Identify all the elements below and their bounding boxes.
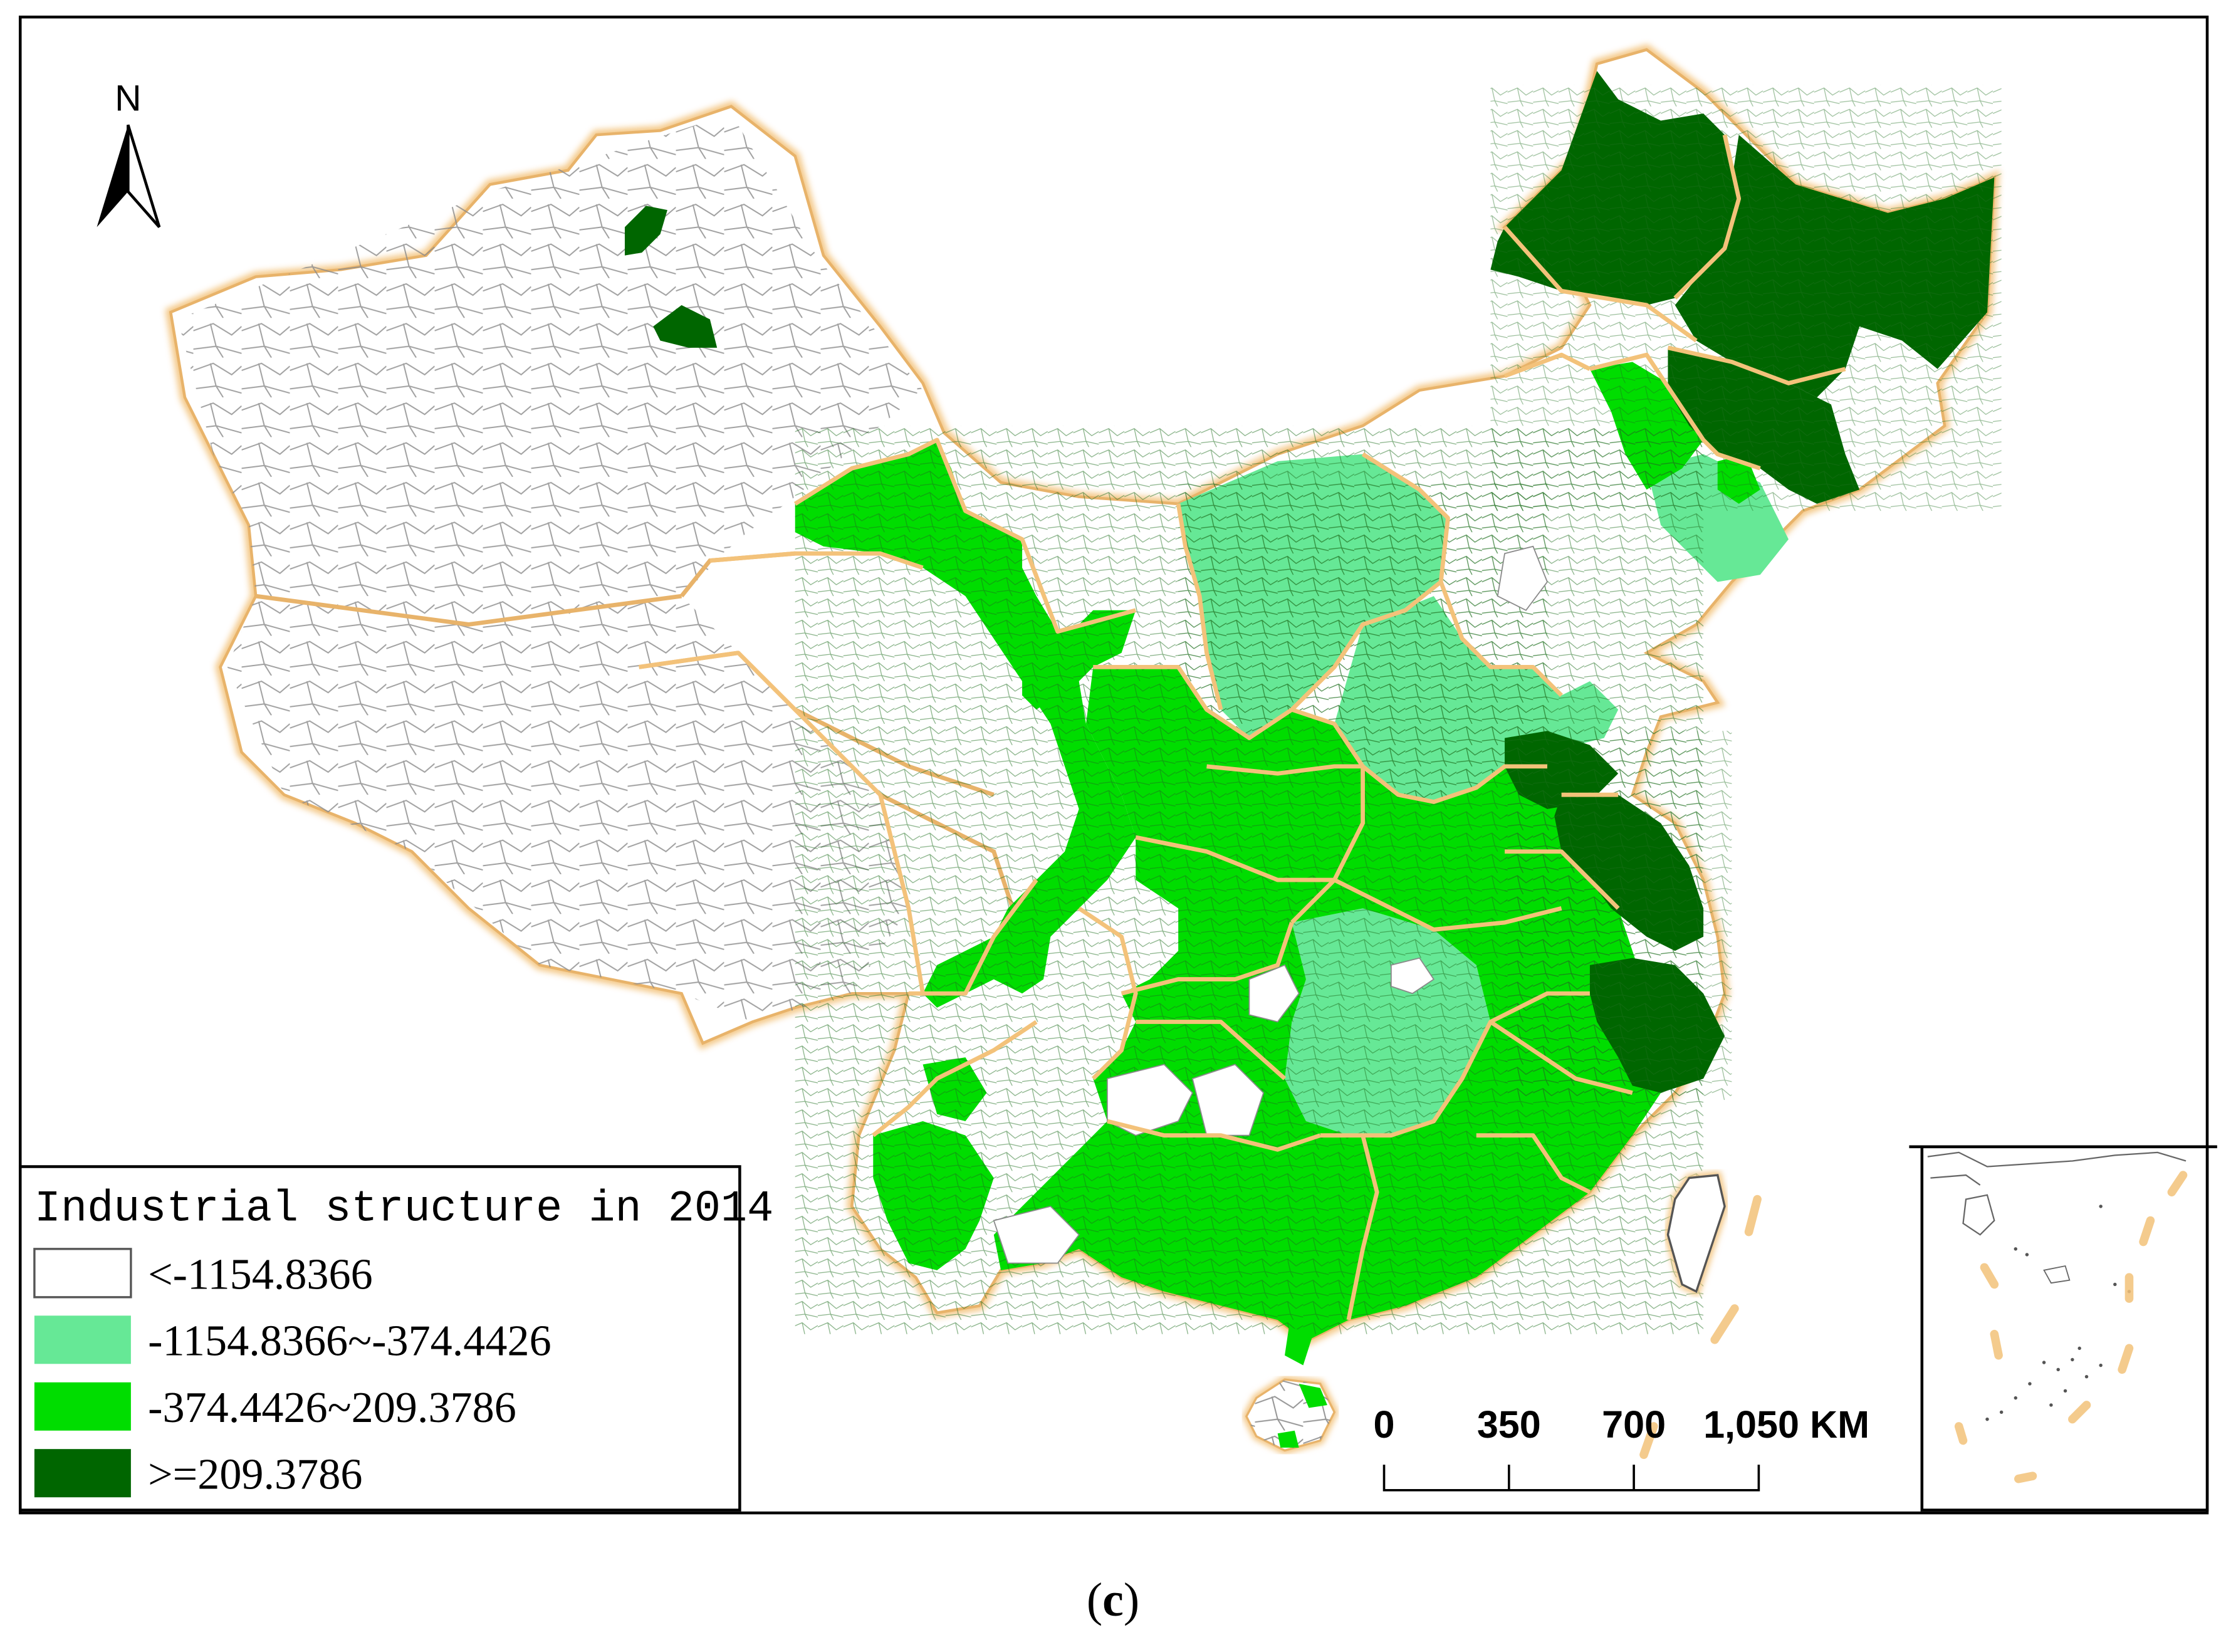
legend: Industrial structure in 2014 <-1154.8366… xyxy=(18,1165,773,1512)
region-dark-green xyxy=(624,71,2002,1100)
inset-frame xyxy=(1920,1145,2209,1512)
scale-bar: 0 350 700 1,050 KM xyxy=(1374,1403,1869,1492)
province-boundaries xyxy=(639,134,1846,1320)
north-label: N xyxy=(115,78,142,119)
western-regions xyxy=(177,113,1025,1022)
legend-label-2: -1154.8366~-374.4426 xyxy=(148,1317,551,1366)
legend-box xyxy=(18,1165,741,1512)
hainan-island xyxy=(1242,1327,1339,1455)
sea-boundary-dashes xyxy=(1639,1195,1762,1460)
legend-label-4: >=209.3786 xyxy=(148,1450,362,1499)
scale-label-1050: 1,050 KM xyxy=(1703,1403,1869,1446)
legend-title: Industrial structure in 2014 xyxy=(34,1185,773,1235)
legend-swatch-4 xyxy=(34,1449,131,1498)
caption-open-paren: ( xyxy=(1086,1574,1103,1626)
scale-label-700: 700 xyxy=(1602,1403,1666,1446)
legend-swatch-1 xyxy=(33,1248,132,1299)
taiwan-island xyxy=(1664,1171,1728,1297)
legend-label-3: -374.4426~209.3786 xyxy=(148,1383,516,1432)
figure-caption: (c) xyxy=(0,1573,2226,1628)
caption-close-paren: ) xyxy=(1123,1574,1140,1626)
legend-swatch-2 xyxy=(34,1315,131,1364)
caption-letter: c xyxy=(1102,1574,1124,1626)
south-china-sea-inset xyxy=(1909,1145,2217,1512)
legend-label-1: <-1154.8366 xyxy=(148,1250,373,1299)
map-frame xyxy=(18,15,2209,1515)
scale-label-0: 0 xyxy=(1374,1403,1395,1446)
scale-label-350: 350 xyxy=(1477,1403,1541,1446)
north-arrow: N xyxy=(97,78,161,228)
legend-swatch-3 xyxy=(34,1382,131,1431)
